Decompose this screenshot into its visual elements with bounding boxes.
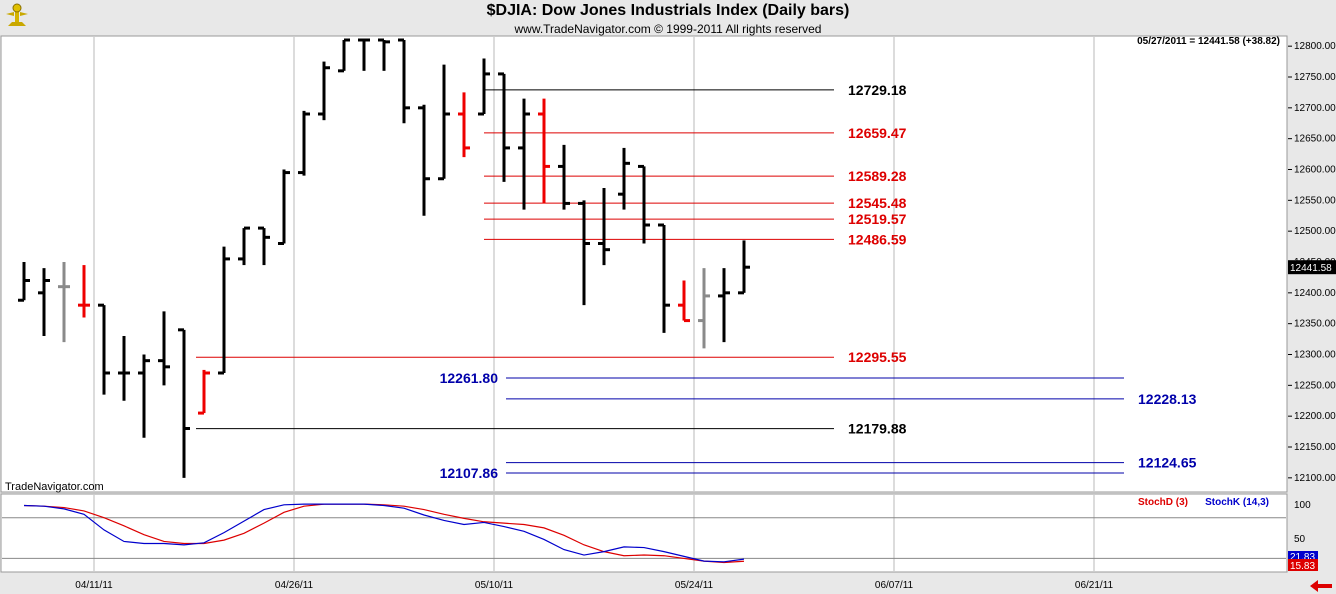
level-label: 12729.18 <box>848 82 907 98</box>
price-bar <box>138 354 150 438</box>
level-label: 12261.80 <box>440 370 499 386</box>
price-bar <box>258 226 270 266</box>
x-tick-label: 06/07/11 <box>875 580 914 591</box>
stochk-last-label: 21.83 <box>1290 552 1315 563</box>
price-bar <box>478 58 490 116</box>
price-bar <box>378 38 390 71</box>
level-label: 12519.57 <box>848 211 907 227</box>
y-tick-label: 12550.00 <box>1294 195 1336 206</box>
level-label: 12486.59 <box>848 231 907 247</box>
level-label: 12659.47 <box>848 125 907 141</box>
y-tick-label: 12600.00 <box>1294 165 1336 176</box>
price-bar <box>238 226 250 266</box>
x-tick-label: 04/11/11 <box>75 580 113 591</box>
price-bar <box>638 164 650 244</box>
price-bar <box>338 38 350 73</box>
price-bar <box>198 369 210 415</box>
stoch-y-tick-label: 100 <box>1294 500 1311 511</box>
legend-stochk: StochK (14,3) <box>1205 497 1269 508</box>
price-bar <box>598 188 610 266</box>
price-bar <box>678 280 690 323</box>
price-pane[interactable] <box>0 35 1288 493</box>
watermark-text: TradeNavigator.com <box>5 481 104 493</box>
x-tick-label: 06/21/11 <box>1075 580 1114 591</box>
level-label: 12107.86 <box>440 465 499 481</box>
price-bar <box>558 144 570 210</box>
price-bar <box>698 268 710 349</box>
price-readout: 05/27/2011 = 12441.58 (+38.82) <box>1137 36 1280 47</box>
price-bar <box>318 61 330 121</box>
price-bar <box>178 328 190 478</box>
price-bar <box>58 262 70 343</box>
y-tick-label: 12150.00 <box>1294 442 1336 453</box>
y-tick-label: 12750.00 <box>1294 72 1336 83</box>
y-tick-label: 12400.00 <box>1294 288 1336 299</box>
price-bar <box>498 72 510 182</box>
price-bar <box>438 64 450 181</box>
price-bar <box>158 311 170 386</box>
chart-title: $DJIA: Dow Jones Industrials Index (Dail… <box>486 2 850 19</box>
price-bar <box>278 169 290 245</box>
price-bar <box>118 336 130 401</box>
copyright-subtitle: www.TradeNavigator.com © 1999-2011 All r… <box>514 22 822 36</box>
scroll-arrow-icon[interactable] <box>1310 580 1332 592</box>
price-bar <box>418 104 430 216</box>
price-bar <box>218 246 230 375</box>
price-bar <box>18 262 30 302</box>
y-tick-label: 12300.00 <box>1294 350 1336 361</box>
price-bar <box>398 38 410 124</box>
price-bar <box>738 240 750 295</box>
stoch-y-tick-label: 50 <box>1294 534 1306 545</box>
stoch-series-stochd <box>23 503 745 564</box>
price-bar <box>658 223 670 333</box>
price-bar <box>98 303 110 395</box>
level-label: 12589.28 <box>848 168 907 184</box>
y-tick-label: 12700.00 <box>1294 103 1336 114</box>
last-price-box <box>1288 260 1336 275</box>
level-label: 12228.13 <box>1138 391 1197 407</box>
y-tick-label: 12200.00 <box>1294 411 1336 422</box>
price-bar <box>298 110 310 176</box>
x-tick-label: 05/10/11 <box>475 580 514 591</box>
stochd-last-label: 15.83 <box>1290 561 1315 572</box>
x-tick-label: 05/24/11 <box>675 580 714 591</box>
price-bar <box>358 38 370 71</box>
x-tick-label: 04/26/11 <box>275 580 314 591</box>
stochastic-pane[interactable] <box>0 493 1288 573</box>
price-bar <box>578 200 590 306</box>
level-label: 12179.88 <box>848 421 907 437</box>
price-bar <box>78 265 90 318</box>
price-bar <box>518 98 530 210</box>
price-bar <box>38 268 50 336</box>
level-label: 12295.55 <box>848 349 907 365</box>
y-tick-label: 12650.00 <box>1294 134 1336 145</box>
price-bar <box>718 268 730 343</box>
price-bar <box>538 98 550 204</box>
last-price-label: 12441.58 <box>1290 263 1332 274</box>
y-tick-label: 12250.00 <box>1294 380 1336 391</box>
price-bar <box>458 92 470 158</box>
stoch-series-stochk <box>23 503 745 563</box>
stochd-last-box <box>1288 559 1318 571</box>
trade-navigator-logo-icon[interactable] <box>2 2 32 32</box>
y-tick-label: 12800.00 <box>1294 41 1336 52</box>
price-bar <box>618 147 630 210</box>
y-tick-label: 12100.00 <box>1294 473 1336 484</box>
level-label: 12545.48 <box>848 195 907 211</box>
y-tick-label: 12350.00 <box>1294 319 1336 330</box>
level-label: 12124.65 <box>1138 455 1197 471</box>
arrow-shape <box>1310 580 1332 592</box>
y-tick-label: 12500.00 <box>1294 226 1336 237</box>
legend-stochd: StochD (3) <box>1138 497 1188 508</box>
stochk-last-box <box>1288 551 1318 562</box>
